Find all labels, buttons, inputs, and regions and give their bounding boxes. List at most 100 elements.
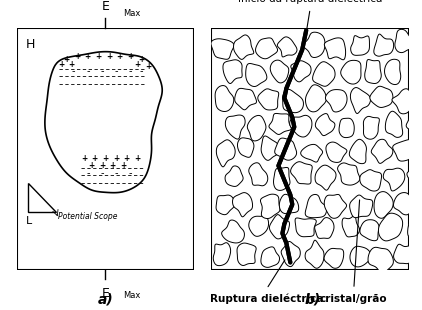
- Text: +: +: [127, 52, 133, 61]
- Polygon shape: [247, 115, 266, 141]
- Text: +: +: [120, 161, 126, 170]
- Polygon shape: [385, 111, 403, 137]
- Text: Potential Scope: Potential Scope: [58, 212, 117, 221]
- Polygon shape: [303, 32, 325, 57]
- Polygon shape: [261, 247, 279, 267]
- Polygon shape: [351, 36, 370, 55]
- Text: +: +: [134, 60, 141, 69]
- Polygon shape: [305, 194, 327, 218]
- Polygon shape: [269, 215, 289, 239]
- Polygon shape: [261, 136, 279, 160]
- Text: cristal/grão: cristal/grão: [320, 294, 388, 304]
- Polygon shape: [270, 60, 289, 83]
- Polygon shape: [395, 29, 414, 53]
- Text: +: +: [69, 60, 75, 69]
- Text: -: -: [86, 168, 89, 178]
- Polygon shape: [350, 195, 373, 218]
- Text: Max: Max: [123, 291, 141, 300]
- Polygon shape: [341, 60, 361, 84]
- Text: -: -: [129, 66, 132, 77]
- Polygon shape: [350, 88, 371, 113]
- Polygon shape: [339, 118, 354, 138]
- Text: +: +: [99, 161, 105, 170]
- Polygon shape: [45, 52, 162, 193]
- Polygon shape: [406, 110, 422, 132]
- Polygon shape: [233, 193, 252, 217]
- Polygon shape: [305, 240, 324, 268]
- Polygon shape: [374, 192, 393, 218]
- Text: -: -: [114, 168, 118, 178]
- Polygon shape: [225, 166, 243, 186]
- Polygon shape: [325, 90, 347, 112]
- Text: +: +: [145, 62, 151, 71]
- Polygon shape: [365, 60, 381, 83]
- Polygon shape: [315, 113, 335, 136]
- Polygon shape: [249, 163, 268, 186]
- Polygon shape: [393, 140, 416, 161]
- Polygon shape: [306, 85, 326, 112]
- Polygon shape: [370, 86, 393, 108]
- Text: +: +: [109, 161, 116, 170]
- Polygon shape: [315, 218, 334, 238]
- Polygon shape: [295, 218, 316, 237]
- Polygon shape: [277, 37, 297, 57]
- Text: +: +: [103, 154, 108, 163]
- Polygon shape: [289, 115, 312, 137]
- Polygon shape: [223, 60, 242, 83]
- Polygon shape: [374, 34, 394, 56]
- Polygon shape: [383, 168, 405, 191]
- Polygon shape: [235, 88, 257, 110]
- Polygon shape: [408, 216, 422, 241]
- Text: a): a): [97, 293, 114, 307]
- Text: +: +: [138, 55, 144, 64]
- Polygon shape: [324, 38, 346, 60]
- Polygon shape: [27, 183, 56, 212]
- Polygon shape: [238, 138, 254, 157]
- Polygon shape: [324, 248, 344, 268]
- Polygon shape: [410, 57, 422, 82]
- Polygon shape: [279, 194, 299, 214]
- Text: Ruptura dieléctrica: Ruptura dieléctrica: [210, 294, 323, 304]
- Text: -: -: [100, 66, 104, 77]
- Text: L: L: [26, 216, 32, 226]
- Polygon shape: [215, 86, 234, 112]
- Polygon shape: [394, 244, 413, 264]
- Text: H: H: [26, 38, 35, 51]
- Polygon shape: [338, 163, 360, 185]
- Polygon shape: [281, 241, 300, 267]
- Text: +: +: [134, 154, 141, 163]
- Polygon shape: [246, 64, 267, 86]
- Polygon shape: [342, 215, 360, 237]
- Polygon shape: [313, 62, 335, 86]
- Polygon shape: [379, 213, 403, 241]
- Polygon shape: [275, 138, 297, 160]
- Polygon shape: [273, 167, 290, 190]
- Polygon shape: [269, 113, 291, 135]
- Polygon shape: [363, 116, 379, 139]
- Text: -: -: [100, 168, 104, 178]
- Text: -: -: [139, 66, 143, 77]
- Text: +: +: [113, 154, 119, 163]
- Polygon shape: [360, 220, 379, 241]
- Polygon shape: [350, 246, 371, 267]
- Polygon shape: [368, 247, 393, 274]
- Text: Max: Max: [123, 9, 141, 18]
- Polygon shape: [371, 139, 393, 163]
- Polygon shape: [216, 195, 235, 215]
- Polygon shape: [315, 165, 336, 190]
- Polygon shape: [291, 61, 311, 82]
- Polygon shape: [222, 220, 244, 243]
- Polygon shape: [407, 166, 422, 188]
- Polygon shape: [260, 194, 280, 219]
- Text: +: +: [92, 154, 98, 163]
- Text: +: +: [88, 161, 95, 170]
- Text: -: -: [72, 66, 76, 77]
- Text: b): b): [304, 293, 320, 307]
- Polygon shape: [324, 194, 346, 218]
- Text: -: -: [114, 66, 118, 77]
- Text: +: +: [74, 52, 80, 61]
- Polygon shape: [393, 193, 411, 215]
- Text: Inicio da ruptura dieléctrica: Inicio da ruptura dieléctrica: [238, 0, 382, 4]
- Polygon shape: [225, 115, 245, 139]
- Polygon shape: [216, 140, 235, 167]
